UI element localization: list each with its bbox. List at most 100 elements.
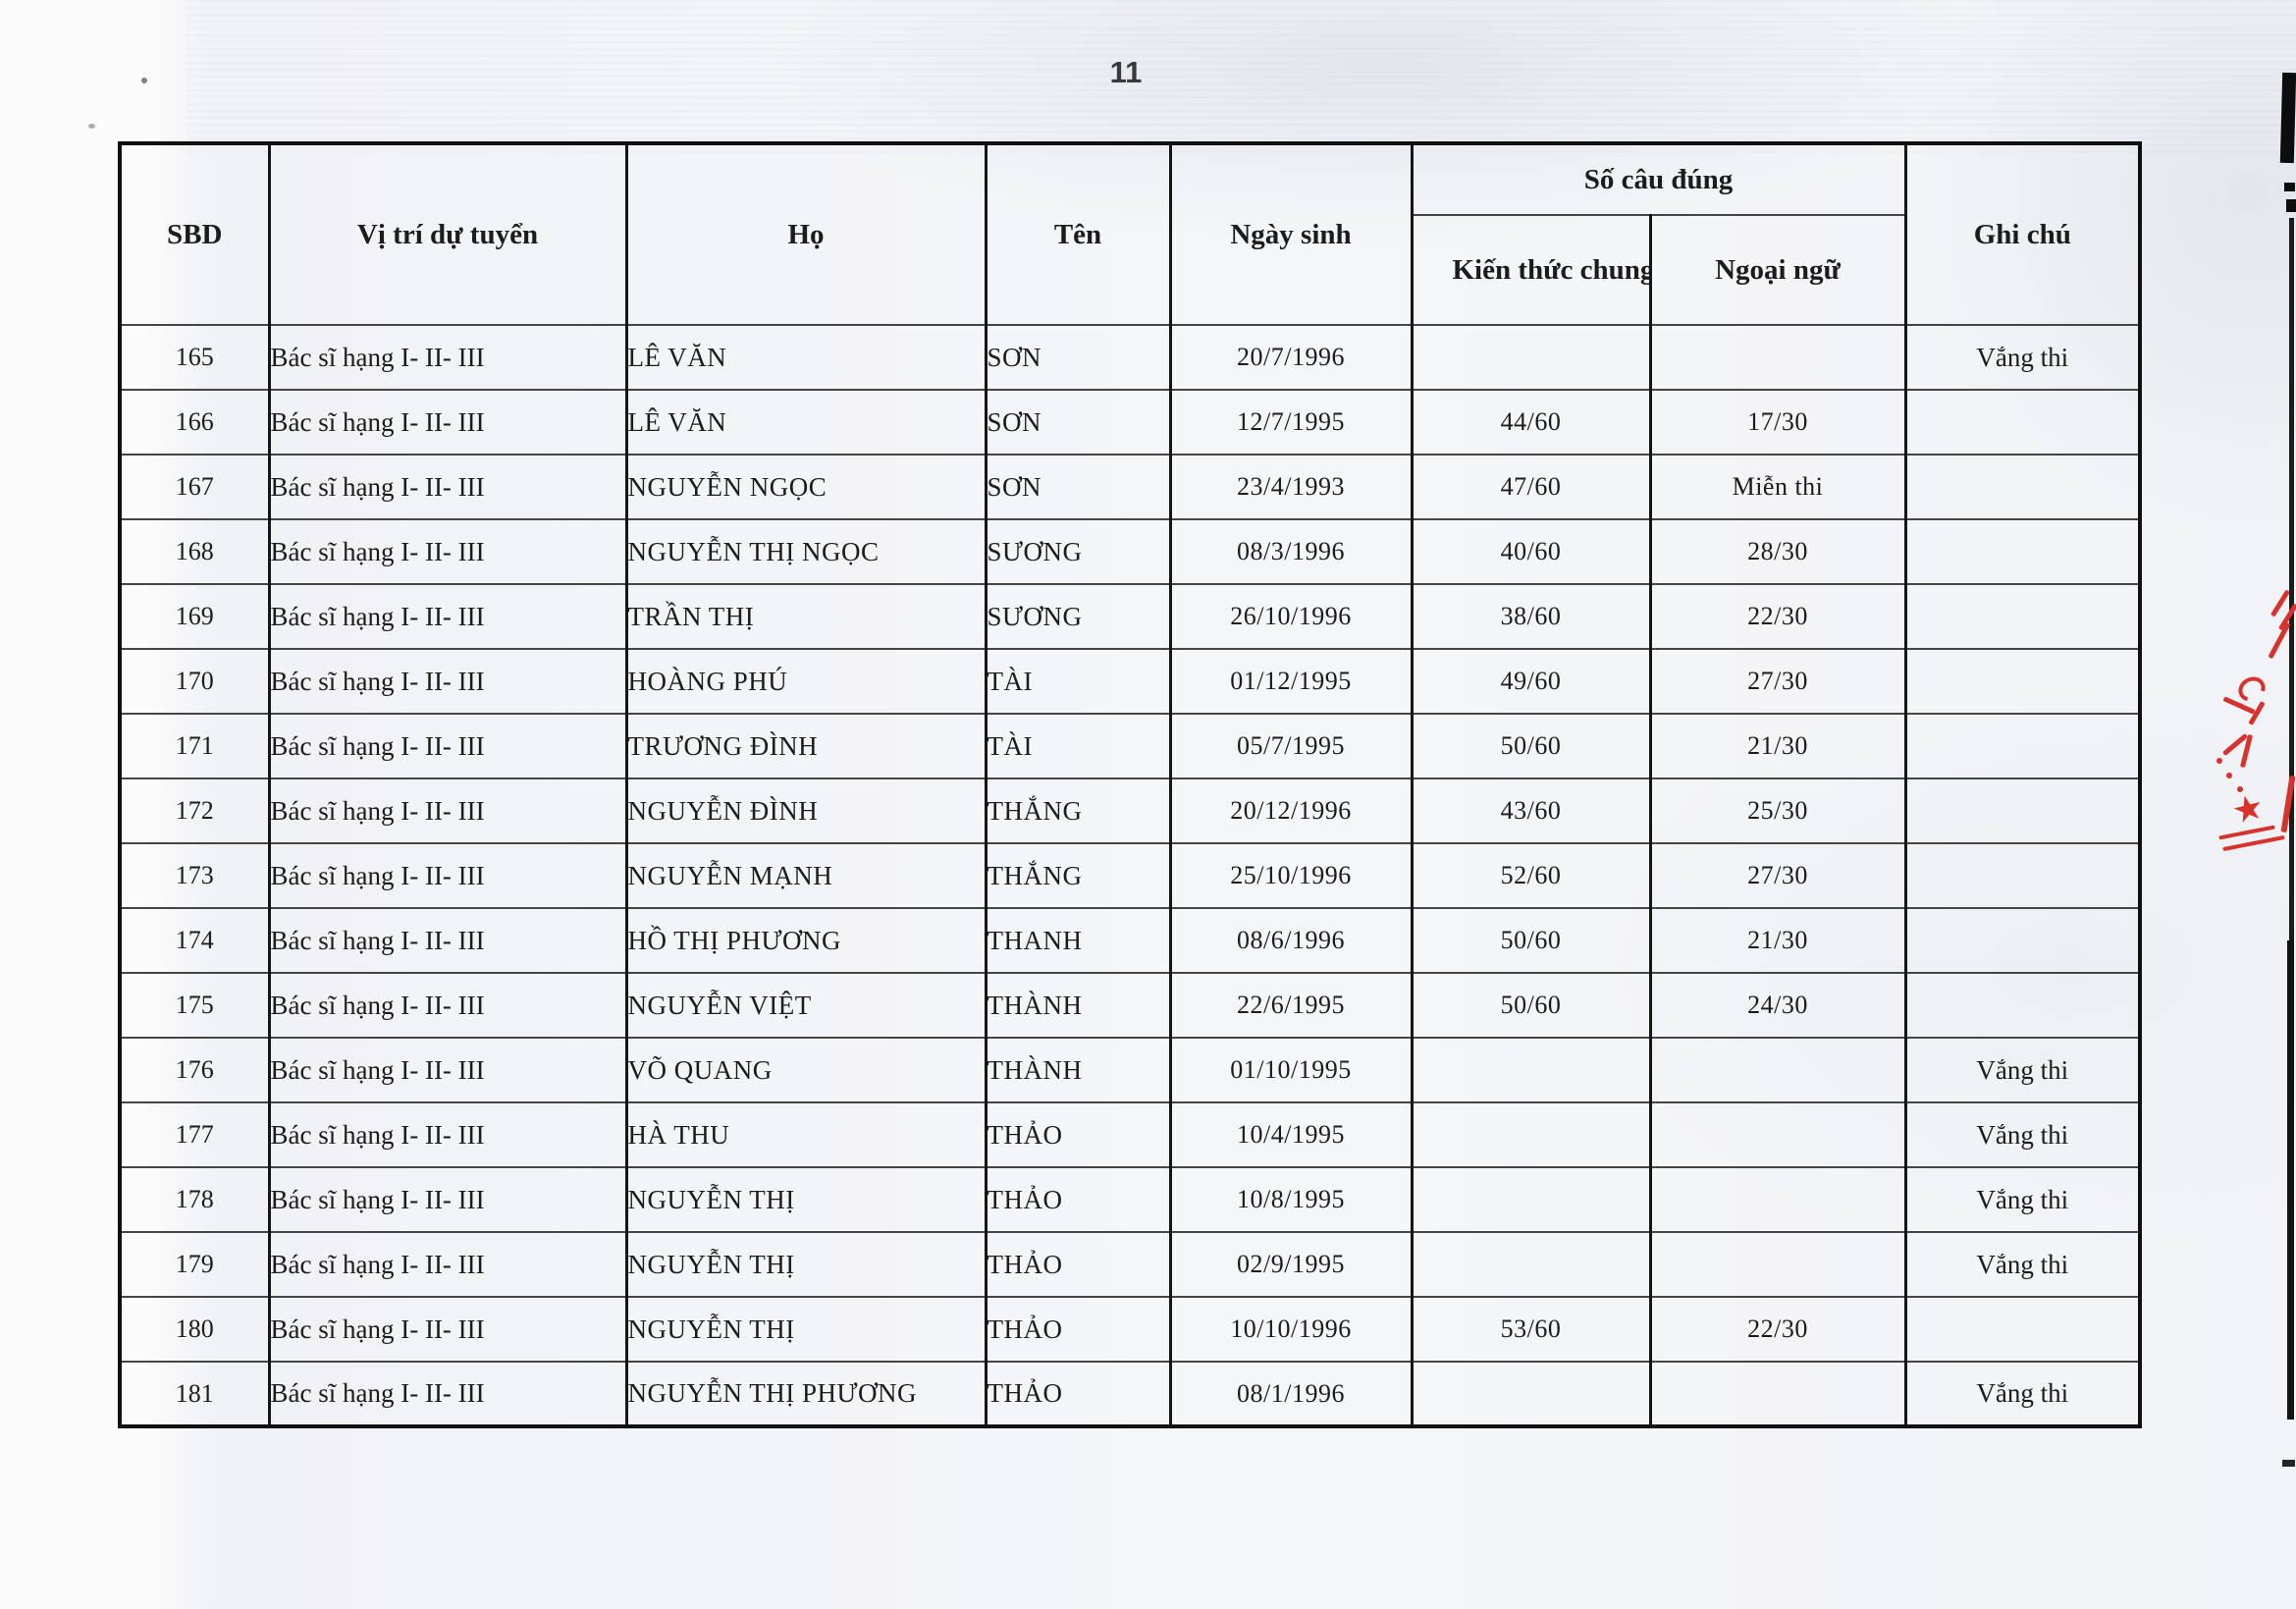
cell-given-name: SƠN [984, 389, 1172, 456]
cell-given-name: THẮNG [984, 842, 1172, 909]
cell-surname: LÊ VĂN [624, 389, 988, 456]
red-dot [2216, 758, 2222, 764]
table-row: 175 Bác sĩ hạng I- II- III NGUYỄN VIỆT T… [118, 972, 2142, 1039]
header-foreign-language: Ngoại ngữ [1648, 214, 1907, 326]
table-row: 171 Bác sĩ hạng I- II- III TRƯƠNG ĐÌNH T… [118, 713, 2142, 779]
cell-given-name: SƠN [984, 454, 1172, 520]
cell-foreign-language: 24/30 [1648, 972, 1907, 1039]
cell-foreign-language [1648, 1037, 1907, 1103]
cell-notes [1903, 518, 2142, 585]
red-pen-annotation: ★ [2211, 587, 2296, 852]
cell-surname: NGUYỄN THỊ PHƯƠNG [624, 1361, 988, 1427]
cell-position: Bác sĩ hạng I- II- III [267, 518, 628, 585]
cell-surname: HỒ THỊ PHƯƠNG [624, 907, 988, 974]
cell-given-name: TÀI [984, 648, 1172, 715]
red-loop-stroke [2234, 671, 2269, 707]
scan-edge-line [2289, 218, 2294, 944]
header-row-top: SBD Vị trí dự tuyển Họ Tên Ngày sinh Số … [118, 142, 2142, 326]
cell-sbd: 181 [118, 1361, 271, 1427]
cell-position: Bác sĩ hạng I- II- III [267, 1101, 628, 1168]
table-row: 172 Bác sĩ hạng I- II- III NGUYỄN ĐÌNH T… [118, 778, 2142, 844]
cell-foreign-language: 22/30 [1648, 1296, 1907, 1363]
cell-sbd: 173 [118, 842, 271, 909]
cell-notes: Vắng thi [1903, 1361, 2142, 1427]
cell-given-name: THẢO [984, 1296, 1172, 1363]
cell-position: Bác sĩ hạng I- II- III [267, 1231, 628, 1298]
header-position: Vị trí dự tuyển [267, 142, 628, 326]
cell-given-name: THẮNG [984, 778, 1172, 844]
table-row: 176 Bác sĩ hạng I- II- III VÕ QUANG THÀN… [118, 1037, 2142, 1103]
cell-sbd: 169 [118, 583, 271, 650]
header-surname: Họ [624, 142, 988, 326]
header-general-knowledge: Kiến thức chung [1410, 214, 1652, 326]
scan-tint-band [187, 0, 2296, 155]
cell-foreign-language: 28/30 [1648, 518, 1907, 585]
cell-general-knowledge: 53/60 [1410, 1296, 1652, 1363]
cell-general-knowledge: 38/60 [1410, 583, 1652, 650]
cell-notes: Vắng thi [1903, 1166, 2142, 1233]
cell-notes [1903, 778, 2142, 844]
cell-general-knowledge: 47/60 [1410, 454, 1652, 520]
cell-general-knowledge: 44/60 [1410, 389, 1652, 456]
table-row: 173 Bác sĩ hạng I- II- III NGUYỄN MẠNH T… [118, 842, 2142, 909]
cell-general-knowledge [1410, 324, 1652, 391]
cell-position: Bác sĩ hạng I- II- III [267, 648, 628, 715]
table-row: 165 Bác sĩ hạng I- II- III LÊ VĂN SƠN 20… [118, 324, 2142, 391]
cell-sbd: 165 [118, 324, 271, 391]
cell-position: Bác sĩ hạng I- II- III [267, 324, 628, 391]
table-header: SBD Vị trí dự tuyển Họ Tên Ngày sinh Số … [118, 142, 2142, 326]
cell-foreign-language [1648, 1361, 1907, 1427]
cell-foreign-language: 27/30 [1648, 648, 1907, 715]
cell-sbd: 170 [118, 648, 271, 715]
cell-foreign-language: 25/30 [1648, 778, 1907, 844]
cell-sbd: 179 [118, 1231, 271, 1298]
cell-position: Bác sĩ hạng I- II- III [267, 1037, 628, 1103]
cell-sbd: 174 [118, 907, 271, 974]
table-row: 177 Bác sĩ hạng I- II- III HÀ THU THẢO 1… [118, 1101, 2142, 1168]
cell-general-knowledge: 50/60 [1410, 713, 1652, 779]
cell-dob: 01/12/1995 [1168, 648, 1414, 715]
cell-dob: 10/8/1995 [1168, 1166, 1414, 1233]
cell-dob: 23/4/1993 [1168, 454, 1414, 520]
cell-general-knowledge [1410, 1037, 1652, 1103]
cell-surname: NGUYỄN THỊ [624, 1296, 988, 1363]
cell-foreign-language: 21/30 [1648, 907, 1907, 974]
header-dob: Ngày sinh [1168, 142, 1414, 326]
cell-foreign-language: 22/30 [1648, 583, 1907, 650]
cell-general-knowledge [1410, 1231, 1652, 1298]
cell-given-name: SƯƠNG [984, 583, 1172, 650]
table-row: 170 Bác sĩ hạng I- II- III HOÀNG PHÚ TÀI… [118, 648, 2142, 715]
cell-general-knowledge: 43/60 [1410, 778, 1652, 844]
cell-position: Bác sĩ hạng I- II- III [267, 1296, 628, 1363]
cell-surname: VÕ QUANG [624, 1037, 988, 1103]
table-row: 169 Bác sĩ hạng I- II- III TRẦN THỊ SƯƠN… [118, 583, 2142, 650]
table-row: 179 Bác sĩ hạng I- II- III NGUYỄN THỊ TH… [118, 1231, 2142, 1298]
cell-dob: 20/7/1996 [1168, 324, 1414, 391]
cell-surname: HÀ THU [624, 1101, 988, 1168]
cell-dob: 02/9/1995 [1168, 1231, 1414, 1298]
cell-dob: 26/10/1996 [1168, 583, 1414, 650]
cell-notes [1903, 583, 2142, 650]
cell-sbd: 175 [118, 972, 271, 1039]
red-dot [2226, 773, 2232, 778]
cell-position: Bác sĩ hạng I- II- III [267, 907, 628, 974]
cell-position: Bác sĩ hạng I- II- III [267, 713, 628, 779]
cell-notes [1903, 454, 2142, 520]
cell-given-name: THẢO [984, 1166, 1172, 1233]
cell-sbd: 167 [118, 454, 271, 520]
cell-sbd: 178 [118, 1166, 271, 1233]
cell-notes [1903, 1296, 2142, 1363]
cell-surname: NGUYỄN THỊ [624, 1231, 988, 1298]
cell-general-knowledge [1410, 1166, 1652, 1233]
cell-dob: 05/7/1995 [1168, 713, 1414, 779]
cell-dob: 08/3/1996 [1168, 518, 1414, 585]
cell-position: Bác sĩ hạng I- II- III [267, 583, 628, 650]
cell-surname: TRƯƠNG ĐÌNH [624, 713, 988, 779]
cell-foreign-language: 27/30 [1648, 842, 1907, 909]
cell-given-name: THẢO [984, 1101, 1172, 1168]
cell-sbd: 172 [118, 778, 271, 844]
cell-surname: NGUYỄN VIỆT [624, 972, 988, 1039]
cell-general-knowledge [1410, 1361, 1652, 1427]
page-number: 11 [1109, 55, 1143, 89]
